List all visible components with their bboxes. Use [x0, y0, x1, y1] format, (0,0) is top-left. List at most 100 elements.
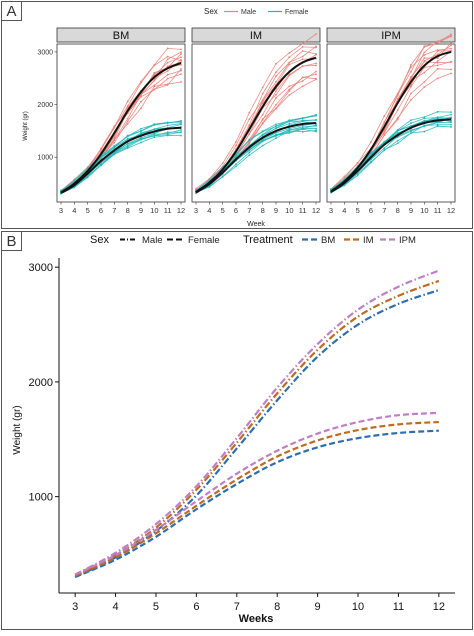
individual-male-point: [301, 76, 304, 79]
individual-male-point: [248, 111, 251, 114]
individual-male-point: [436, 64, 439, 67]
individual-male-point: [450, 68, 452, 71]
individual-male-point: [275, 81, 277, 83]
individual-female-point: [235, 163, 237, 166]
individual-male-point: [261, 118, 264, 121]
individual-female-point: [315, 114, 317, 117]
individual-male-point: [423, 54, 426, 56]
individual-male-point: [140, 100, 142, 103]
panel-b-legend: Sex Male Female Treatment BM IM IPM: [90, 234, 416, 246]
individual-male-point: [436, 40, 439, 43]
individual-female-line: [195, 124, 317, 193]
individual-male-point: [370, 140, 372, 143]
y-tick-label: 1000: [29, 492, 53, 504]
individual-male-point: [423, 59, 426, 62]
individual-female-point: [423, 130, 426, 133]
individual-female-point: [261, 144, 264, 147]
individual-male-point: [410, 77, 412, 80]
individual-male-point: [248, 118, 251, 121]
individual-male-point: [113, 138, 116, 140]
individual-male-point: [396, 109, 399, 111]
individual-male-point: [301, 45, 304, 48]
individual-male-point: [166, 84, 169, 86]
series-line-ipm-female: [74, 411, 439, 576]
individual-female-point: [86, 167, 89, 169]
individual-male-point: [126, 100, 129, 103]
individual-male-point: [423, 71, 426, 74]
individual-male-point: [436, 67, 439, 70]
legend-b-bm-label: BM: [321, 235, 335, 246]
facet-strip-im: IM: [191, 27, 321, 43]
individual-female-point: [275, 125, 277, 128]
individual-male-point: [180, 81, 182, 83]
facet-panel-im: 3 4 5 6 7 8 9 10 11 12: [191, 33, 321, 215]
x-tick-label: 7: [382, 206, 386, 215]
individual-male-point: [288, 52, 291, 54]
individual-female-point: [275, 131, 277, 134]
individual-male-point: [450, 44, 452, 47]
individual-female-point: [396, 139, 399, 142]
individual-male-point: [275, 96, 277, 99]
individual-male-point: [288, 89, 291, 92]
individual-female-line: [195, 119, 317, 191]
individual-male-point: [410, 85, 412, 88]
individual-male-point: [153, 72, 156, 75]
individual-male-point: [113, 126, 116, 129]
individual-female-point: [166, 121, 169, 124]
x-tick-label: 11: [164, 206, 172, 215]
panel-b-frame: [1, 231, 473, 630]
facet-strip-bm: BM: [56, 27, 186, 43]
individual-female-point: [275, 137, 277, 140]
individual-female-point: [410, 132, 412, 134]
legend-b-ipm-label: IPM: [399, 235, 416, 246]
individual-male-point: [166, 77, 169, 80]
panel-b-label: B: [6, 233, 16, 250]
individual-male-point: [180, 68, 182, 70]
individual-male-point: [248, 142, 251, 145]
individual-male-point: [288, 63, 291, 66]
individual-male-point: [315, 53, 317, 55]
mean-female-curve: [195, 122, 317, 194]
individual-male-point: [166, 47, 169, 50]
individual-female-point: [423, 125, 426, 128]
series-line-bm-female: [74, 429, 439, 578]
individual-female-point: [180, 134, 182, 137]
x-tick-label: 7: [247, 206, 251, 215]
individual-female-point: [396, 128, 399, 131]
x-tick-label: 6: [193, 601, 199, 613]
individual-female-point: [153, 123, 156, 126]
x-tick-label: 12: [447, 206, 455, 215]
series-line-im-male: [74, 279, 440, 577]
individual-male-point: [261, 113, 264, 116]
x-tick-label: 5: [356, 206, 360, 215]
individual-female-point: [126, 143, 129, 145]
individual-female-point: [140, 127, 142, 130]
individual-female-point: [301, 117, 304, 120]
individual-female-point: [153, 136, 156, 139]
individual-male-point: [180, 51, 182, 54]
series-line-ipm-male: [74, 269, 440, 576]
individual-female-point: [140, 138, 142, 141]
panel-a-legend: Sex Male Female: [204, 7, 308, 16]
individual-male-point: [410, 63, 412, 66]
individual-male-point: [410, 70, 412, 73]
individual-female-point: [396, 142, 399, 145]
legend-a-male-label: Male: [241, 9, 256, 16]
x-tick-label: 10: [352, 601, 364, 613]
individual-male-point: [275, 71, 277, 74]
individual-female-point: [100, 164, 102, 167]
individual-female-point: [208, 185, 211, 188]
individual-male-point: [315, 73, 317, 76]
individual-male-point: [261, 99, 264, 102]
individual-male-point: [261, 122, 264, 125]
individual-female-point: [315, 129, 317, 132]
individual-male-point: [301, 85, 304, 88]
individual-female-point: [248, 151, 251, 154]
individual-male-point: [450, 41, 452, 44]
x-tick-label: 10: [420, 206, 428, 215]
individual-female-point: [235, 165, 237, 168]
individual-male-point: [180, 56, 182, 59]
individual-female-point: [288, 122, 291, 125]
panel-b-y-label: Weight (gr): [12, 405, 23, 454]
individual-male-point: [275, 107, 277, 110]
